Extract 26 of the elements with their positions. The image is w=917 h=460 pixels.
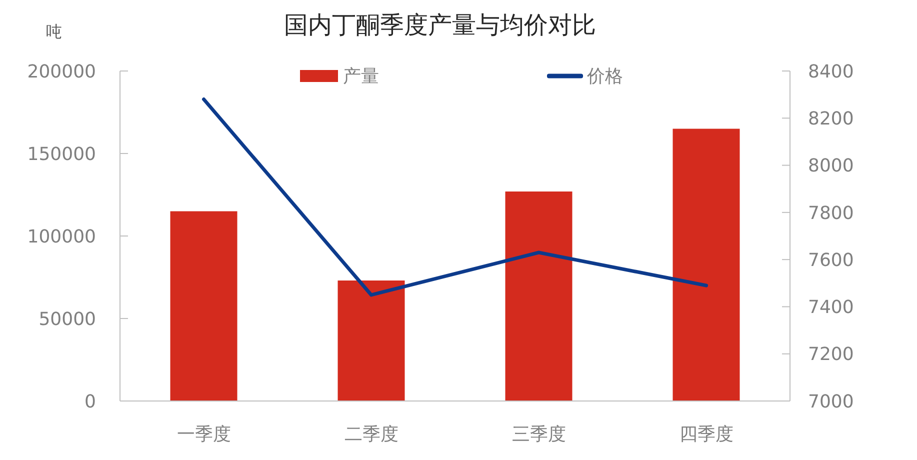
y2-tick-label: 8000 (808, 156, 854, 177)
x-tick-label: 一季度 (176, 424, 231, 445)
y-tick-label: 50000 (38, 308, 96, 330)
x-tick-label: 四季度 (679, 424, 734, 445)
bar (338, 280, 405, 401)
bar (170, 211, 238, 401)
y2-tick-label: 7400 (808, 297, 854, 318)
y2-tick-label: 7600 (808, 250, 854, 271)
bar (505, 191, 572, 401)
y-tick-label: 200000 (27, 61, 96, 82)
x-tick-label: 二季度 (344, 424, 398, 445)
y2-tick-label: 7200 (808, 344, 854, 366)
y2-tick-label: 7800 (808, 202, 854, 224)
y2-tick-label: 7000 (808, 391, 854, 412)
x-tick-label: 三季度 (512, 424, 566, 445)
y-tick-label: 0 (84, 391, 96, 412)
y2-tick-label: 8200 (808, 108, 854, 130)
y-tick-label: 100000 (27, 226, 96, 248)
bar (672, 128, 740, 401)
y-axis-title: 吨 (46, 22, 62, 43)
line-series (202, 98, 708, 297)
legend-label: 产量 (343, 65, 379, 88)
y2-tick-label: 8400 (808, 61, 854, 82)
y-tick-label: 150000 (27, 144, 96, 165)
legend-label: 价格 (587, 65, 623, 88)
chart-title: 国内丁酮季度产量与均价对比 (284, 11, 596, 39)
